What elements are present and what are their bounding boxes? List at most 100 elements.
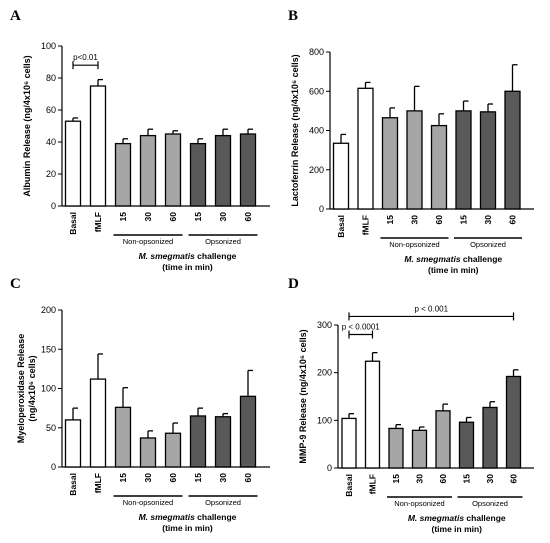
x-axis-label-units: (time in min) (162, 523, 213, 533)
y-tick-label: 0 (51, 462, 56, 472)
category-label: 30 (218, 212, 228, 222)
significance-label: p < 0.0001 (342, 323, 381, 332)
y-tick-label: 800 (309, 47, 324, 57)
bar-15-2 (114, 142, 132, 207)
y-axis-label-units: (ng/4x10⁶ cells) (27, 355, 37, 421)
category-label: 15 (193, 473, 203, 483)
category-label: 15 (118, 473, 128, 483)
x-axis-label-rest: challenge (464, 513, 506, 523)
y-tick-label: 50 (46, 423, 56, 433)
y-tick-label: 80 (46, 73, 56, 83)
x-axis-label-species: M. smegmatis (139, 251, 195, 261)
category-label: 30 (143, 473, 153, 483)
x-axis-label-units: (time in min) (428, 265, 479, 275)
bar-30-6 (214, 416, 232, 468)
group-label: Non-opsonized (123, 237, 173, 246)
y-tick-label: 300 (317, 320, 332, 330)
group-label: Non-opsonized (394, 499, 444, 508)
group-label: Non-opsonized (389, 240, 439, 249)
y-tick-label: 0 (327, 463, 332, 473)
category-label: Basal (336, 215, 346, 238)
category-label: 15 (462, 474, 472, 484)
x-axis-label-rest: challenge (195, 251, 237, 261)
x-axis-label: M. smegmatis challenge (408, 513, 506, 523)
bar-15-5 (189, 142, 207, 207)
y-axis-label: MMP-9 Release (ng/4x10⁶ cells) (298, 329, 308, 463)
y-tick-label: 100 (317, 415, 332, 425)
x-axis-label: M. smegmatis challenge (139, 251, 237, 261)
x-axis-label-units: (time in min) (431, 524, 482, 534)
group-label: Non-opsonized (123, 498, 173, 507)
y-tick-label: 100 (41, 384, 56, 394)
category-label: 30 (410, 215, 420, 225)
panel-letter: D (288, 276, 299, 292)
chart-panel-a: A 0 20 40 60 80 100 Albumin Release (ng/4x10⁶ c… (10, 8, 270, 272)
y-tick-label: 200 (309, 165, 324, 175)
category-label: 15 (391, 474, 401, 484)
bar-60-7 (239, 395, 257, 468)
bar-fmlf-1 (364, 360, 381, 469)
bar-15-2 (114, 406, 132, 468)
category-label: 15 (193, 212, 203, 222)
category-label: 60 (243, 212, 253, 222)
bar-basal-0 (332, 142, 350, 210)
bar-60-7 (239, 133, 257, 207)
bar-30-3 (139, 437, 157, 468)
bar-60-7 (505, 375, 522, 469)
category-label: 30 (485, 474, 495, 484)
bar-30-3 (139, 134, 157, 207)
category-label: fMLF (361, 215, 371, 235)
bar-15-2 (388, 427, 404, 469)
category-label: 60 (508, 215, 518, 225)
category-label: 30 (143, 212, 153, 222)
y-axis-label: Albumin Release (ng/4x10⁶ cells) (22, 55, 32, 196)
bar-15-5 (455, 110, 472, 210)
x-axis-label-units: (time in min) (162, 262, 213, 272)
bar-15-2 (381, 117, 399, 210)
bar-30-3 (406, 110, 423, 210)
bar-basal-0 (341, 417, 357, 469)
bar-15-5 (458, 421, 475, 469)
category-label: fMLF (93, 473, 103, 493)
bar-30-3 (411, 429, 428, 469)
significance-label: p < 0.001 (414, 304, 448, 313)
category-label: Basal (344, 474, 354, 497)
panel-letter: C (10, 276, 21, 292)
category-label: 60 (509, 474, 519, 484)
x-axis-label-species: M. smegmatis (404, 254, 460, 264)
y-tick-label: 60 (46, 105, 56, 115)
bar-fmlf-1 (89, 378, 107, 468)
group-label: Opsonized (205, 498, 241, 507)
category-label: 60 (168, 473, 178, 483)
group-label: Opsonized (470, 240, 506, 249)
bar-15-5 (189, 415, 207, 468)
panel-letter: B (288, 8, 298, 24)
category-label: 15 (459, 215, 469, 225)
bar-60-4 (164, 133, 182, 207)
x-axis-label: M. smegmatis challenge (139, 512, 237, 522)
category-label: 15 (385, 215, 395, 225)
category-label: fMLF (368, 474, 378, 494)
category-label: Basal (68, 473, 78, 496)
y-tick-label: 0 (51, 201, 56, 211)
y-tick-label: 200 (41, 305, 56, 315)
y-tick-label: 400 (309, 126, 324, 136)
category-label: Basal (68, 212, 78, 235)
y-tick-label: 600 (309, 86, 324, 96)
bar-60-4 (430, 124, 448, 210)
category-label: 15 (118, 212, 128, 222)
y-tick-label: 0 (319, 204, 324, 214)
x-axis-label-rest: challenge (461, 254, 503, 264)
bar-60-7 (504, 90, 521, 210)
y-tick-label: 200 (317, 368, 332, 378)
category-label: 30 (415, 474, 425, 484)
bar-30-6 (482, 406, 498, 469)
significance-label: p<0.01 (73, 53, 98, 62)
bar-basal-0 (64, 419, 82, 468)
bar-fmlf-1 (89, 85, 107, 207)
panel-letter: A (10, 8, 21, 24)
bar-fmlf-1 (357, 87, 374, 210)
category-label: 60 (434, 215, 444, 225)
x-axis-label-rest: challenge (195, 512, 237, 522)
